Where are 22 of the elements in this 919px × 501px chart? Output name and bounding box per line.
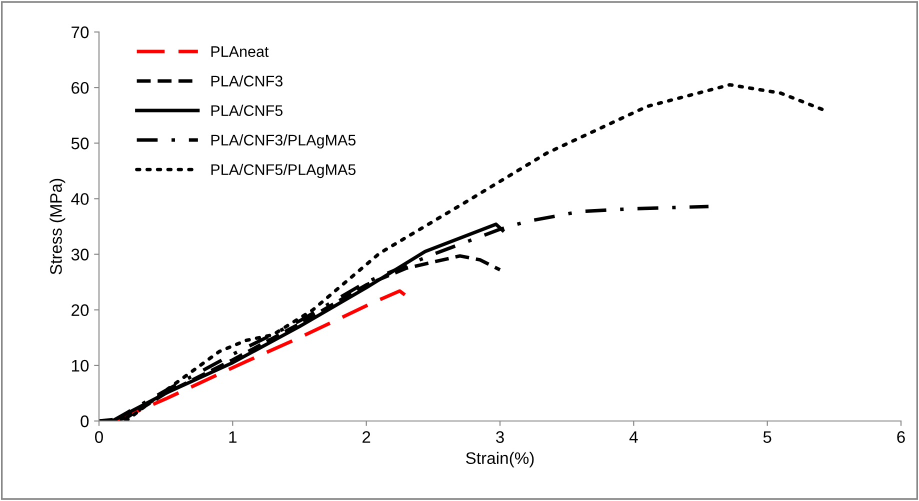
y-tick-label: 40 [71, 193, 89, 205]
y-axis-title: Stress (MPa) [50, 178, 66, 274]
legend-label: PLA/CNF3 [211, 75, 282, 86]
legend-label: PLA/CNF5/PLAgMA5 [211, 164, 356, 178]
x-tick-label: 4 [629, 431, 638, 443]
y-tick-label: 50 [71, 138, 89, 150]
legend-label: PLA/CNF3/PLAgMA5 [211, 134, 356, 149]
y-tick-label: 10 [72, 360, 89, 372]
x-tick-label: 2 [362, 431, 370, 443]
y-tick-label: 0 [80, 415, 89, 428]
legend-label: PLA/CNF5 [211, 104, 283, 116]
y-tick-label: 30 [71, 248, 89, 260]
legend-label: PLAneat [211, 46, 269, 57]
y-tick-label: 70 [72, 26, 89, 38]
y-tick-label: 20 [72, 304, 89, 316]
x-tick-label: 3 [496, 431, 504, 443]
x-axis-title: Strain(%) [466, 452, 534, 468]
x-tick-label: 1 [229, 431, 236, 443]
x-tick-label: 6 [897, 431, 905, 443]
y-tick-label: 60 [72, 82, 89, 94]
x-tick-label: 5 [763, 431, 772, 443]
x-tick-label: 0 [95, 431, 103, 443]
